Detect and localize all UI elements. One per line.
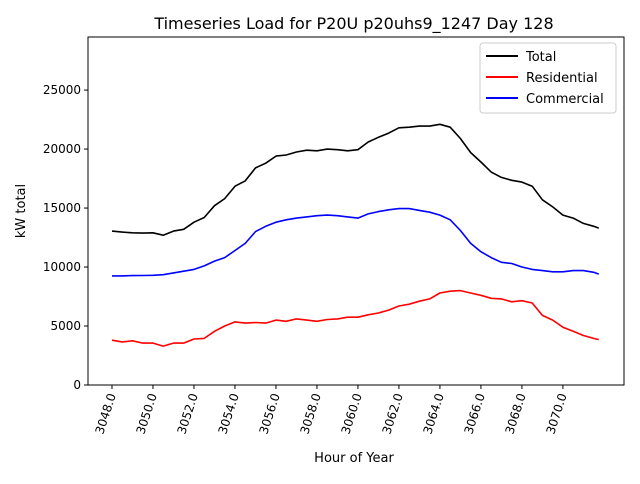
- x-tick-label: 3070.0: [543, 392, 569, 436]
- x-tick-label: 3054.0: [216, 392, 242, 436]
- x-tick-label: 3052.0: [175, 392, 201, 436]
- x-tick-label: 3066.0: [461, 392, 487, 436]
- legend-box: [479, 42, 617, 114]
- y-tick-label: 25000: [43, 83, 81, 97]
- x-tick-label: 3060.0: [339, 392, 365, 436]
- x-axis-ticks: 3048.0 3050.0 3052.0 3054.0 3056.0 3058.0 3060…: [93, 385, 570, 436]
- legend-label-total: Total: [525, 50, 556, 65]
- y-tick-label: 20000: [43, 142, 81, 156]
- x-tick-label: 3062.0: [380, 392, 406, 436]
- x-axis-label: Hour of Year: [314, 451, 394, 466]
- x-tick-label: 3050.0: [134, 392, 160, 436]
- y-tick-label: 10000: [43, 260, 81, 274]
- y-tick-label: 5000: [50, 319, 81, 333]
- x-tick-label: 3068.0: [502, 392, 528, 436]
- legend: Total Residential Commercial: [479, 42, 617, 114]
- axes-frame: [87, 36, 625, 386]
- legend-label-residential: Residential: [526, 71, 598, 86]
- x-tick-label: 3056.0: [257, 392, 283, 436]
- series-line-total: [111, 123, 600, 236]
- y-axis-label: kW total: [14, 184, 29, 238]
- y-tick-label: 0: [73, 378, 81, 392]
- legend-label-commercial: Commercial: [526, 92, 604, 107]
- x-tick-label: 3058.0: [298, 392, 324, 436]
- x-tick-label: 3064.0: [420, 392, 446, 436]
- y-tick-label: 15000: [43, 201, 81, 215]
- plot-area: [111, 123, 600, 347]
- series-line-residential: [111, 289, 599, 347]
- y-axis-ticks: 0 5000 10000 15000 20000 25000: [43, 83, 88, 392]
- x-tick-label: 3048.0: [93, 392, 119, 436]
- chart-title: Timeseries Load for P20U p20uhs9_1247 Da…: [153, 14, 553, 34]
- series-line-commercial: [112, 207, 600, 277]
